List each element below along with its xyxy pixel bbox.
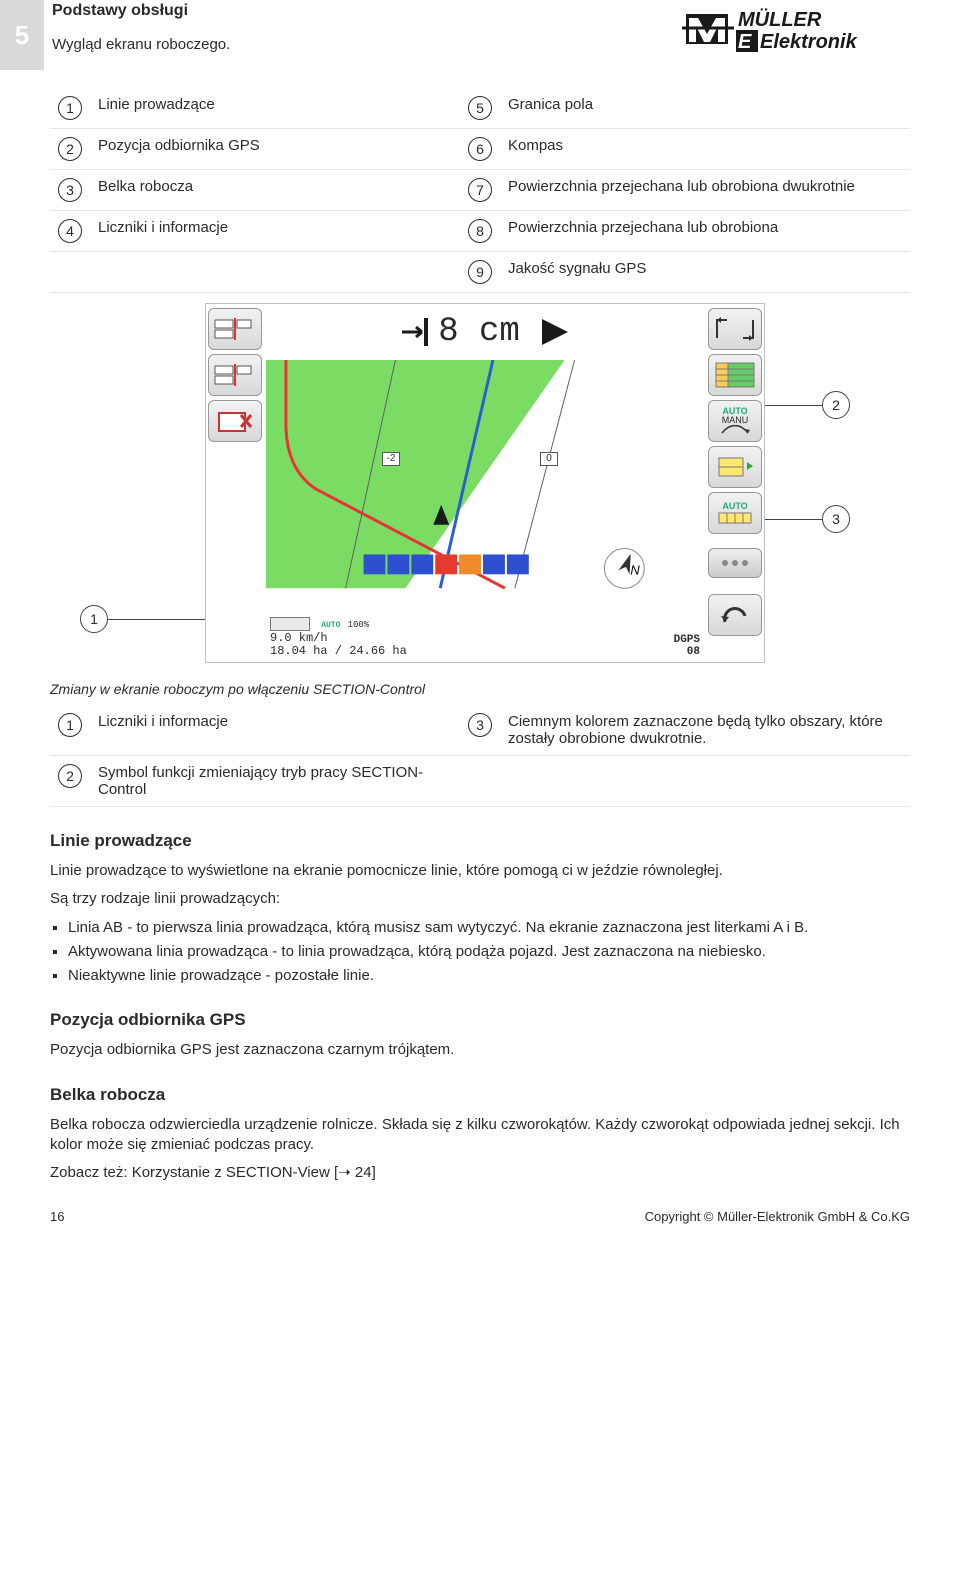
brand-logo: MÜLLER E Elektronik: [680, 2, 910, 62]
toolbar-button[interactable]: [208, 354, 262, 396]
toolbar-button[interactable]: [208, 308, 262, 350]
table-row: 3 Belka robocza 7 Powierzchnia przejecha…: [50, 170, 910, 211]
mode-label: AUTO: [321, 621, 340, 630]
table-row: 1 Linie prowadzące 5 Granica pola: [50, 88, 910, 129]
legend-index: 2: [58, 137, 82, 161]
legend-text: Jakość sygnału GPS: [500, 252, 910, 293]
offset-display: 8 cm: [266, 308, 704, 356]
legend-text: Belka robocza: [90, 170, 460, 211]
legend-index: 6: [468, 137, 492, 161]
auto-label: AUTO: [722, 501, 747, 511]
auto-manu-button[interactable]: AUTO MANU: [708, 400, 762, 442]
section-heading: Belka robocza: [50, 1085, 910, 1105]
callout-3: 3: [822, 505, 850, 533]
legend-index: 2: [58, 764, 82, 788]
legend-index: 9: [468, 260, 492, 284]
legend-text: Pozycja odbiornika GPS: [90, 129, 460, 170]
legend-index: 4: [58, 219, 82, 243]
header-titles: Podstawy obsługi Wygląd ekranu roboczego…: [52, 0, 230, 53]
legend-text: Liczniki i informacje: [90, 705, 460, 756]
legend-text: Kompas: [500, 129, 910, 170]
chapter-number-tab: 5: [0, 0, 44, 70]
table-row: 4 Liczniki i informacje 8 Powierzchnia p…: [50, 211, 910, 252]
section-heading: Linie prowadzące: [50, 831, 910, 851]
field-view: N -2 0: [266, 360, 704, 614]
manu-label: MANU: [722, 416, 749, 425]
legend-text: Powierzchnia przejechana lub obrobiona d…: [500, 170, 910, 211]
legend-index: 1: [58, 713, 82, 737]
header-title-1: Podstawy obsługi: [52, 2, 230, 20]
body-paragraph: Linie prowadzące to wyświetlone na ekran…: [50, 861, 910, 881]
legend-text: Powierzchnia przejechana lub obrobiona: [500, 211, 910, 252]
auto-button[interactable]: AUTO: [708, 492, 762, 534]
copyright: Copyright © Müller-Elektronik GmbH & Co.…: [645, 1209, 910, 1224]
screenshot-diagram: 1 2 3: [50, 303, 910, 673]
table-row: 1 Liczniki i informacje 3 Ciemnym kolore…: [50, 705, 910, 756]
dots-button[interactable]: [708, 548, 762, 578]
figure-caption: Zmiany w ekranie roboczym po włączeniu S…: [50, 681, 910, 697]
status-bar: AUTO 100% 9.0 km/h 18.04 ha / 24.66 ha D…: [266, 618, 704, 658]
legend-index: 1: [58, 96, 82, 120]
section-heading: Pozycja odbiornika GPS: [50, 1010, 910, 1030]
legend-index: 7: [468, 178, 492, 202]
arrow-left-icon: [398, 312, 438, 352]
page-footer: 16 Copyright © Müller-Elektronik GmbH & …: [50, 1209, 910, 1224]
page: 5 Podstawy obsługi Wygląd ekranu robocze…: [0, 0, 960, 1244]
svg-text:E: E: [738, 31, 752, 53]
legend-index: 5: [468, 96, 492, 120]
header-title-2: Wygląd ekranu roboczego.: [52, 36, 230, 53]
page-header: 5 Podstawy obsługi Wygląd ekranu robocze…: [50, 0, 910, 70]
status-speed: 9.0 km/h: [270, 632, 407, 645]
table-row: 9 Jakość sygnału GPS: [50, 252, 910, 293]
list-item: Aktywowana linia prowadząca - to linia p…: [68, 942, 910, 962]
status-right: DGPS 08: [674, 634, 700, 658]
body-paragraph: Pozycja odbiornika GPS jest zaznaczona c…: [50, 1040, 910, 1060]
page-number: 16: [50, 1209, 64, 1224]
offset-value: 8 cm: [438, 313, 520, 351]
toolbar-button[interactable]: [708, 446, 762, 488]
legend-text: Liczniki i informacje: [90, 211, 460, 252]
line-marker: 0: [540, 452, 558, 466]
callout-line: [108, 619, 206, 620]
line-marker: -2: [382, 452, 400, 466]
legend-text: Symbol funkcji zmieniający tryb pracy SE…: [90, 756, 460, 807]
legend-index: 8: [468, 219, 492, 243]
table-row: 2 Pozycja odbiornika GPS 6 Kompas: [50, 129, 910, 170]
status-left: AUTO 100% 9.0 km/h 18.04 ha / 24.66 ha: [270, 617, 407, 658]
table-row: 2 Symbol funkcji zmieniający tryb pracy …: [50, 756, 910, 807]
list-item: Linia AB - to pierwsza linia prowadząca,…: [68, 918, 910, 938]
compass-label: N: [630, 562, 640, 577]
body-paragraph: Belka robocza odzwierciedla urządzenie r…: [50, 1115, 910, 1156]
logo-text-top: MÜLLER: [738, 8, 822, 31]
legend-text: Granica pola: [500, 88, 910, 129]
direction-triangle-icon: [538, 315, 572, 349]
status-area: 18.04 ha / 24.66 ha: [270, 645, 407, 658]
toolbar-button[interactable]: [208, 400, 262, 442]
body-paragraph: Są trzy rodzaje linii prowadzących:: [50, 889, 910, 909]
dgps-label: DGPS: [674, 634, 700, 646]
legend-index: 3: [468, 713, 492, 737]
callout-1: 1: [80, 605, 108, 633]
legend-text: Linie prowadzące: [90, 88, 460, 129]
logo-text-bottom: Elektronik: [760, 31, 858, 53]
back-button[interactable]: [708, 594, 762, 636]
legend-table-1: 1 Linie prowadzące 5 Granica pola 2 Pozy…: [50, 88, 910, 293]
toolbar-button[interactable]: [708, 354, 762, 396]
list-item: Nieaktywne linie prowadzące - pozostałe …: [68, 966, 910, 986]
toolbar-button[interactable]: [708, 308, 762, 350]
bullet-list: Linia AB - to pierwsza linia prowadząca,…: [68, 918, 910, 987]
dgps-value: 08: [674, 646, 700, 658]
callout-2: 2: [822, 391, 850, 419]
legend-text: Ciemnym kolorem zaznaczone będą tylko ob…: [500, 705, 910, 756]
legend-table-2: 1 Liczniki i informacje 3 Ciemnym kolore…: [50, 705, 910, 807]
legend-index: 3: [58, 178, 82, 202]
device-screenshot: AUTO MANU AUTO 8 cm: [205, 303, 765, 663]
mode-icon: [270, 617, 310, 631]
body-paragraph: Zobacz też: Korzystanie z SECTION-View […: [50, 1163, 910, 1183]
status-percent: 100%: [348, 620, 370, 630]
